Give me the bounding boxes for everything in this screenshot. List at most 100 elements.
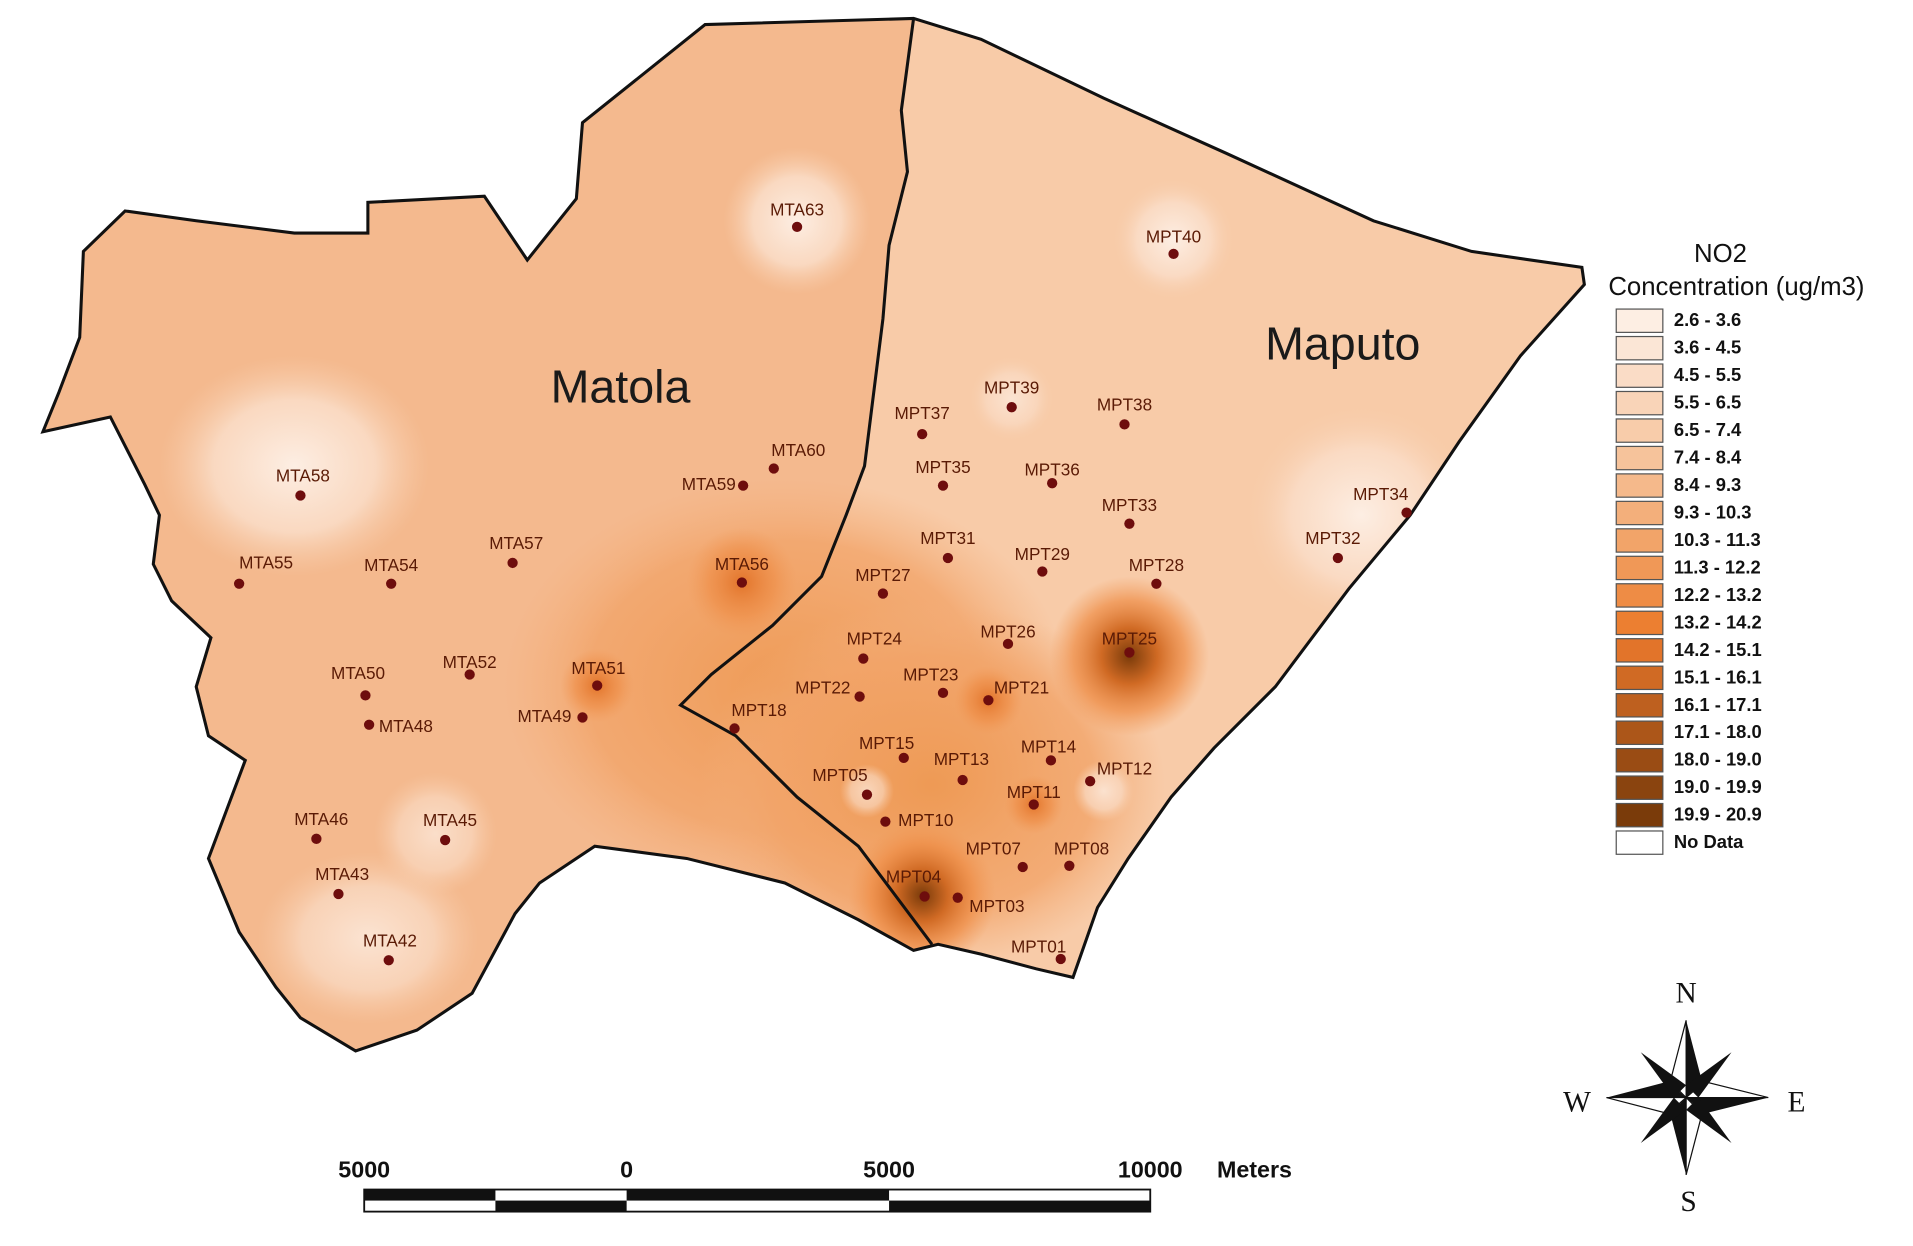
stations: MTA63 MPT40 MPT39 MPT38 MPT37 MTA60 MPT35 MPT36… xyxy=(233,200,1412,966)
station-marker xyxy=(854,691,865,702)
station-label: MTA56 xyxy=(715,554,769,574)
station-marker xyxy=(983,695,994,706)
station-label: MPT39 xyxy=(984,377,1039,397)
station-marker xyxy=(736,577,748,588)
legend-label: 4.5 - 5.5 xyxy=(1674,364,1741,385)
legend-label: 13.2 - 14.2 xyxy=(1674,611,1762,632)
scale-bar: Meters 5000 0 5000 10000 xyxy=(338,1156,1292,1213)
station-marker xyxy=(1168,248,1179,260)
station-marker xyxy=(1064,860,1075,871)
station-label: MTA51 xyxy=(571,658,625,678)
station-label: MTA60 xyxy=(771,440,825,460)
station-marker xyxy=(1119,419,1130,430)
station-marker xyxy=(577,712,588,723)
legend-swatch xyxy=(1615,802,1664,828)
station-marker xyxy=(507,557,518,569)
station-label: MPT35 xyxy=(915,457,970,477)
station-label: MPT15 xyxy=(859,733,914,753)
station-label: MTA57 xyxy=(489,533,543,553)
station-label: MTA54 xyxy=(364,555,418,575)
station-label: MPT14 xyxy=(1021,737,1077,757)
station-marker xyxy=(737,480,749,491)
station-label: MPT21 xyxy=(994,678,1049,698)
station-marker xyxy=(360,690,371,701)
legend-label: 15.1 - 16.1 xyxy=(1674,666,1762,687)
station-marker xyxy=(1045,755,1057,766)
station-marker xyxy=(768,463,779,474)
station-label: MTA58 xyxy=(276,466,330,486)
compass-label: W xyxy=(1563,1087,1591,1119)
station-marker xyxy=(311,833,322,844)
station-marker xyxy=(898,752,909,764)
station-label: MPT34 xyxy=(1353,484,1409,504)
legend: NO2 Concentration (ug/m3) 2.6 - 3.6 3.6 -… xyxy=(1608,240,1865,855)
legend-label: 9.3 - 10.3 xyxy=(1674,501,1752,522)
station-label: MPT13 xyxy=(934,749,989,769)
scale-label: 5000 xyxy=(338,1156,390,1182)
station-marker xyxy=(937,687,949,699)
station-label: MPT28 xyxy=(1129,555,1184,575)
station-label: MTA48 xyxy=(379,716,433,736)
station-label: MTA45 xyxy=(423,810,477,830)
legend-swatch xyxy=(1615,555,1664,581)
station-label: MPT26 xyxy=(980,621,1035,641)
station-marker xyxy=(957,774,968,786)
legend-swatch xyxy=(1615,610,1664,636)
station-marker xyxy=(439,834,451,846)
station-label: MPT24 xyxy=(847,629,903,649)
compass-label: S xyxy=(1680,1186,1696,1218)
station-marker xyxy=(386,578,397,589)
station-marker xyxy=(592,680,603,691)
station-marker xyxy=(383,955,394,966)
station-marker xyxy=(729,723,740,734)
station-label: MTA49 xyxy=(517,706,571,726)
compass-label: N xyxy=(1676,978,1697,1010)
legend-swatch xyxy=(1615,747,1664,773)
station-label: MPT31 xyxy=(920,528,975,548)
legend-swatch xyxy=(1615,335,1664,361)
station-label: MPT08 xyxy=(1054,838,1109,858)
station-label: MTA52 xyxy=(443,652,497,672)
legend-swatch xyxy=(1615,528,1664,553)
legend-label: 14.2 - 15.1 xyxy=(1674,639,1762,660)
station-marker xyxy=(1401,507,1412,518)
station-label: MPT11 xyxy=(1007,782,1061,802)
station-marker xyxy=(880,816,891,827)
legend-label: 2.6 - 3.6 xyxy=(1674,309,1741,330)
station-label: MTA42 xyxy=(363,930,417,950)
station-label: MTA46 xyxy=(294,809,348,829)
legend-label: 3.6 - 4.5 xyxy=(1674,337,1741,358)
station-label: MPT40 xyxy=(1146,226,1201,246)
legend-swatch xyxy=(1615,363,1664,388)
legend-label: 12.2 - 13.2 xyxy=(1674,584,1762,605)
station-marker xyxy=(1055,953,1066,965)
legend-label: 5.5 - 6.5 xyxy=(1674,392,1741,413)
station-marker xyxy=(1151,578,1162,589)
station-marker xyxy=(1124,647,1135,658)
place-label: Matola xyxy=(551,360,691,412)
legend-label: 6.5 - 7.4 xyxy=(1674,419,1742,440)
legend-swatch xyxy=(1615,583,1664,608)
legend-swatch xyxy=(1615,720,1664,746)
station-label: MPT37 xyxy=(895,403,950,423)
legend-label: 17.1 - 18.0 xyxy=(1674,721,1762,742)
station-marker xyxy=(952,892,963,903)
legend-swatch xyxy=(1615,308,1664,333)
station-label: MTA43 xyxy=(315,864,369,884)
station-label: MPT29 xyxy=(1015,544,1070,564)
compass-label: E xyxy=(1788,1087,1806,1119)
station-label: MPT01 xyxy=(1011,936,1066,956)
legend-swatch xyxy=(1615,418,1664,443)
place-label: Maputo xyxy=(1265,317,1420,369)
station-marker xyxy=(1085,776,1096,787)
station-label: MTA63 xyxy=(770,200,824,220)
legend-label: 19.9 - 20.9 xyxy=(1674,804,1762,825)
station-marker xyxy=(919,891,930,902)
station-marker xyxy=(1046,478,1058,489)
legend-swatch xyxy=(1615,830,1664,855)
station-label: MPT07 xyxy=(966,838,1021,858)
legend-swatch xyxy=(1615,665,1664,691)
station-marker xyxy=(791,221,803,233)
station-marker xyxy=(1332,552,1344,564)
station-marker xyxy=(1017,861,1028,873)
